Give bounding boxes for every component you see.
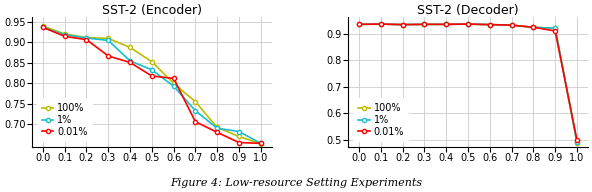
1% (421, 23, 428, 26)
Title: SST-2 (Decoder): SST-2 (Decoder) (417, 4, 519, 17)
100% (148, 60, 155, 63)
0.01% (356, 23, 363, 26)
Line: 0.01%: 0.01% (41, 25, 263, 145)
Line: 1%: 1% (357, 22, 579, 144)
1% (508, 24, 515, 26)
0.01% (574, 139, 581, 141)
100% (399, 23, 406, 26)
1% (486, 23, 493, 26)
100% (61, 33, 68, 35)
100% (377, 23, 384, 25)
1% (105, 39, 112, 42)
100% (530, 26, 537, 28)
1% (83, 37, 90, 39)
100% (486, 23, 493, 26)
1% (170, 85, 177, 87)
1% (214, 127, 221, 129)
1% (465, 23, 472, 25)
100% (105, 37, 112, 40)
Title: SST-2 (Encoder): SST-2 (Encoder) (102, 4, 202, 17)
100% (421, 23, 428, 26)
0.01% (83, 38, 90, 41)
Line: 0.01%: 0.01% (357, 22, 579, 142)
0.01% (552, 30, 559, 32)
100% (192, 101, 199, 103)
1% (236, 130, 243, 133)
0.01% (421, 23, 428, 26)
0.01% (236, 141, 243, 144)
1% (356, 23, 363, 26)
1% (192, 109, 199, 112)
100% (574, 142, 581, 144)
Legend: 100%, 1%, 0.01%: 100%, 1%, 0.01% (353, 98, 409, 142)
1% (552, 27, 559, 30)
1% (530, 26, 537, 28)
0.01% (214, 131, 221, 133)
100% (83, 36, 90, 39)
1% (148, 69, 155, 71)
1% (574, 141, 581, 143)
Text: Figure 4: Low-resource Setting Experiments: Figure 4: Low-resource Setting Experimen… (170, 178, 422, 188)
100% (508, 24, 515, 26)
1% (257, 142, 264, 145)
100% (443, 23, 450, 26)
0.01% (530, 26, 537, 28)
100% (40, 25, 47, 27)
0.01% (148, 75, 155, 77)
Legend: 100%, 1%, 0.01%: 100%, 1%, 0.01% (37, 98, 93, 142)
0.01% (486, 23, 493, 26)
Line: 1%: 1% (41, 25, 263, 145)
0.01% (192, 121, 199, 123)
1% (399, 23, 406, 26)
1% (40, 26, 47, 29)
0.01% (170, 77, 177, 79)
0.01% (40, 26, 47, 29)
0.01% (465, 23, 472, 25)
100% (552, 27, 559, 30)
1% (61, 34, 68, 36)
100% (356, 23, 363, 26)
0.01% (399, 23, 406, 26)
100% (214, 126, 221, 129)
0.01% (61, 35, 68, 37)
100% (236, 135, 243, 137)
0.01% (105, 55, 112, 57)
100% (465, 23, 472, 25)
1% (377, 23, 384, 25)
100% (170, 82, 177, 84)
Line: 100%: 100% (41, 24, 263, 146)
0.01% (443, 23, 450, 26)
1% (443, 23, 450, 26)
0.01% (257, 142, 264, 145)
Line: 100%: 100% (357, 22, 579, 145)
1% (127, 60, 134, 62)
100% (257, 143, 264, 145)
0.01% (127, 61, 134, 64)
100% (127, 46, 134, 49)
0.01% (508, 24, 515, 26)
0.01% (377, 23, 384, 25)
